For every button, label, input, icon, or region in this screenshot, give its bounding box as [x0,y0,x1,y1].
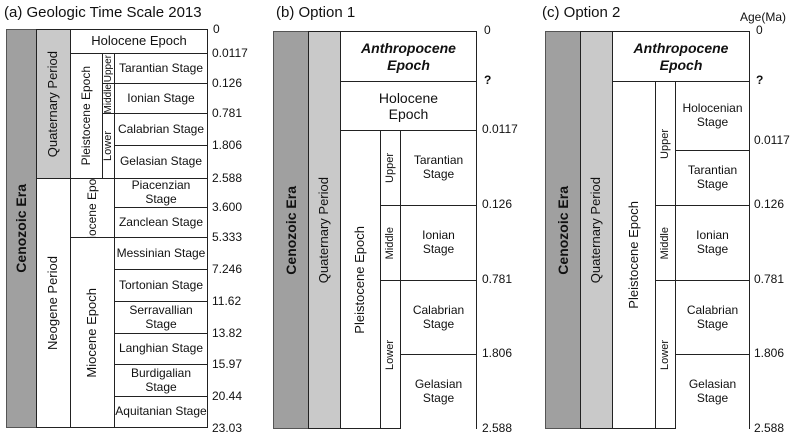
lower-sub-c: Lower [655,280,676,429]
age-b: 1.806 [482,346,513,360]
quaternary-period-c: Quaternary Period [580,31,613,429]
age-a: 0.781 [212,106,243,120]
age-a: 7.246 [212,262,243,276]
age-b: ? [484,73,492,87]
panel-b-title: (b) Option 1 [276,4,356,21]
age-a: 0.126 [212,76,243,90]
upper-sub-b: Upper [380,130,401,206]
cenozoic-era-c: Cenozoic Era [545,31,581,429]
age-c: 0.0117 [754,133,790,147]
age-c: 0.781 [754,272,785,286]
quaternary-period-b: Quaternary Period [308,31,341,429]
quaternary-period-a: Quaternary Period [36,29,71,179]
pleistocene-epoch-b: Pleistocene Epoch [340,130,381,429]
anthropocene-epoch-c: Anthropocene Epoch [612,31,750,82]
cenozoic-era-b: Cenozoic Era [273,31,309,429]
stage-a-piacenzian: Piacenzian Stage [114,178,208,208]
stage-a-tarantian: Tarantian Stage [114,53,208,84]
age-a: 5.333 [212,230,243,244]
stage-a-gelasian: Gelasian Stage [114,145,208,179]
age-b: 0.126 [482,197,513,211]
stage-c-calabrian: Calabrian Stage [675,280,750,355]
age-a: 23.03 [212,421,243,435]
stage-a-messinian: Messinian Stage [114,237,208,270]
middle-sub-b: Middle [380,205,401,281]
age-c: ? [756,73,764,87]
cenozoic-era-a: Cenozoic Era [6,29,37,428]
age-a: 0.0117 [212,46,248,60]
holocene-epoch-b: Holocene Epoch [340,81,477,131]
stage-a-tortonian: Tortonian Stage [114,269,208,302]
age-a: 13.82 [212,326,243,340]
stage-c-tarantian: Tarantian Stage [675,150,750,206]
age-c: 1.806 [754,346,785,360]
age-a: 2.588 [212,171,243,185]
stage-b-calabrian: Calabrian Stage [400,280,477,355]
stage-b-gelasian: Gelasian Stage [400,354,477,429]
stage-c-gelasian: Gelasian Stage [675,354,750,429]
anthropocene-epoch-b: Anthropocene Epoch [340,31,477,82]
holocene-epoch-a: Holocene Epoch [70,29,208,54]
lower-sub-b: Lower [380,280,401,429]
age-c: 0 [756,23,763,37]
stage-a-langhian: Langhian Stage [114,333,208,365]
age-a: 15.97 [212,357,243,371]
age-c: 0.126 [754,197,785,211]
neogene-period-a: Neogene Period [36,178,71,428]
age-a: 1.806 [212,138,243,152]
panel-c-title: (c) Option 2 [542,4,621,21]
age-b: 2.588 [482,421,513,435]
pleistocene-epoch-c: Pleistocene Epoch [612,81,656,429]
stage-c-ionian: Ionian Stage [675,205,750,281]
pliocene-epoch-a: Pliocene Epoch [70,178,115,238]
age-axis-label: Age(Ma) [740,10,787,24]
stage-a-serravallian: Serravallian Stage [114,301,208,334]
panel-a-title: (a) Geologic Time Scale 2013 [4,4,202,21]
age-b: 0.0117 [482,122,518,136]
pleistocene-epoch-a: Pleistocene Epoch [70,53,103,179]
stage-a-burdigalian: Burdigalian Stage [114,364,208,397]
stage-c-holocenian: Holocenian Stage [675,81,750,151]
age-b: 0.781 [482,272,513,286]
middle-sub-c: Middle [655,205,676,281]
stage-b-tarantian: Tarantian Stage [400,130,477,206]
age-a: 20.44 [212,389,243,403]
age-c: 2.588 [754,421,785,435]
stage-a-zanclean: Zanclean Stage [114,207,208,238]
stage-b-ionian: Ionian Stage [400,205,477,281]
age-b: 0 [484,23,491,37]
upper-sub-c: Upper [655,81,676,206]
age-a: 11.62 [212,294,242,308]
stage-a-aquitanian: Aquitanian Stage [114,396,208,428]
miocene-epoch-a: Miocene Epoch [70,237,115,428]
age-a: 0 [213,22,220,36]
stage-a-calabrian: Calabrian Stage [114,113,208,146]
age-a: 3.600 [212,200,243,214]
stage-a-ionian: Ionian Stage [114,83,208,114]
